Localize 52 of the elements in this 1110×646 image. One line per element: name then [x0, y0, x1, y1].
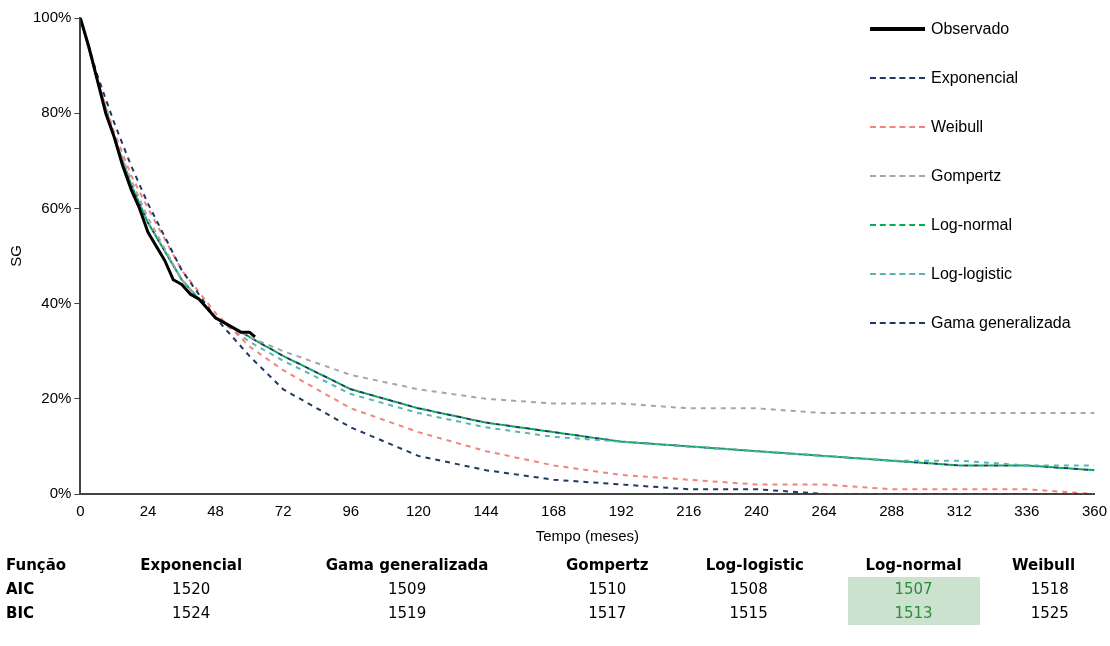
text: Weibull: [1011, 555, 1077, 576]
text: Gompertz: [565, 555, 650, 576]
data-label: 1519: [387, 603, 428, 624]
y-tick-label: 40%: [41, 293, 72, 311]
x-tick-label: 264: [811, 502, 837, 520]
x-tick-label: 192: [608, 502, 634, 520]
text: Log-logistic: [704, 555, 805, 576]
x-tick-label: 0: [76, 502, 85, 520]
legend-label: Gompertz: [931, 166, 1002, 185]
data-label: 1520: [171, 579, 212, 600]
x-tick-label: 288: [879, 502, 905, 520]
legend-label: Gama generalizada: [931, 313, 1071, 332]
data-label: 1507: [835, 577, 993, 601]
x-axis-title: Tempo (meses): [535, 527, 640, 545]
legend-label: Log-logistic: [931, 264, 1012, 283]
x-tick-label: 144: [473, 502, 499, 520]
data-label: 1517: [587, 603, 628, 624]
x-tick-label: 360: [1081, 502, 1107, 520]
legend-label: Weibull: [931, 117, 984, 136]
text: Gama generalizada: [324, 555, 490, 576]
x-tick-label: 336: [1014, 502, 1040, 520]
x-tick-label: 24: [139, 502, 157, 520]
y-tick-label: 0%: [49, 484, 72, 502]
text: Exponencial: [139, 555, 244, 576]
legend-label: Observado: [931, 19, 1010, 38]
data-label: 1518: [1029, 579, 1070, 600]
y-tick-label: 80%: [41, 103, 72, 121]
x-tick-label: 240: [743, 502, 769, 520]
data-label: 1508: [728, 579, 769, 600]
data-label: 1525: [1029, 603, 1070, 624]
legend-label: Log-normal: [931, 215, 1012, 234]
legend-label: Exponencial: [931, 68, 1019, 87]
series-label: Log-normal: [864, 555, 963, 576]
category-label: BIC: [5, 603, 36, 624]
x-tick-label: 168: [541, 502, 567, 520]
x-tick-label: 48: [207, 502, 224, 520]
data-label: 1510: [587, 579, 628, 600]
data-label: 1509: [387, 579, 428, 600]
x-tick-label: 120: [405, 502, 431, 520]
x-tick-label: 72: [274, 502, 292, 520]
y-tick-label: 20%: [41, 388, 72, 406]
x-tick-label: 96: [342, 502, 360, 520]
data-label: 1524: [171, 603, 212, 624]
y-tick-label: 100%: [32, 8, 72, 26]
text: Função: [5, 555, 68, 576]
data-label: 1513: [835, 601, 993, 625]
x-tick-label: 312: [946, 502, 972, 520]
data-label: 1515: [728, 603, 769, 624]
x-tick-label: 216: [676, 502, 702, 520]
y-axis-title: SG: [7, 245, 25, 267]
category-label: AIC: [5, 579, 36, 600]
y-tick-label: 60%: [41, 198, 72, 216]
